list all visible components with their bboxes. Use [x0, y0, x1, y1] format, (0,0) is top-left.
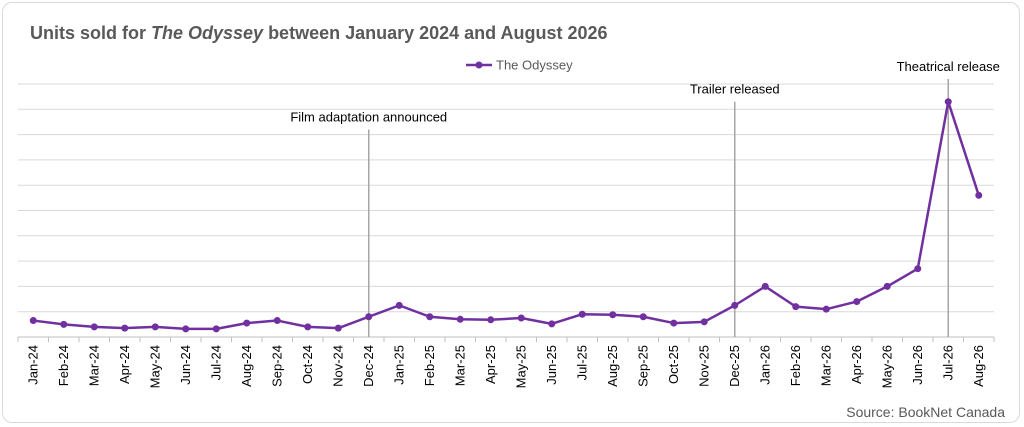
data-point [548, 320, 556, 328]
x-tick-label: Aug-24 [239, 345, 254, 387]
data-point [29, 317, 37, 325]
data-point [517, 314, 525, 322]
data-point [90, 323, 98, 331]
data-point [456, 315, 464, 323]
data-point [609, 311, 617, 319]
data-point [792, 303, 800, 311]
x-tick-label: Apr-25 [483, 345, 498, 384]
x-tick-label: Jan-24 [25, 345, 40, 385]
data-point [731, 301, 739, 309]
data-point [212, 325, 220, 333]
x-tick-label: Jun-24 [178, 345, 193, 385]
data-point [761, 282, 769, 290]
data-point [700, 318, 708, 326]
x-tick-label: Nov-24 [330, 345, 345, 387]
x-tick-label: Jan-26 [757, 345, 772, 385]
annotation-label: Trailer released [690, 82, 780, 97]
data-point [151, 323, 159, 331]
x-tick-label: Feb-25 [422, 345, 437, 386]
x-tick-label: May-25 [513, 345, 528, 388]
data-point [944, 98, 952, 106]
x-tick-label: Dec-24 [361, 345, 376, 387]
title-prefix: Units sold for [30, 23, 151, 43]
data-point [853, 298, 861, 306]
x-tick-label: Sep-24 [269, 345, 284, 387]
data-point [639, 313, 647, 321]
legend-marker [475, 61, 483, 69]
x-tick-label: Jun-25 [544, 345, 559, 385]
chart-title: Units sold for The Odyssey between Janua… [30, 23, 608, 44]
data-point [426, 313, 434, 321]
x-tick-label: Feb-26 [788, 345, 803, 386]
data-point [578, 310, 586, 318]
data-point [883, 282, 891, 290]
annotation-label: Film adaptation announced [290, 110, 447, 125]
x-tick-label: Oct-24 [300, 345, 315, 384]
x-tick-label: Jun-26 [910, 345, 925, 385]
data-point [182, 325, 190, 333]
x-tick-label: Jul-25 [574, 345, 589, 380]
data-point [487, 316, 495, 324]
data-point [670, 319, 678, 327]
x-tick-label: Mar-26 [818, 345, 833, 386]
data-point [60, 320, 68, 328]
x-tick-label: Jul-26 [940, 345, 955, 380]
data-point [121, 324, 129, 332]
data-point [304, 323, 312, 331]
data-point [975, 191, 983, 199]
data-point [822, 305, 830, 313]
data-point [914, 265, 922, 273]
title-suffix: between January 2024 and August 2026 [263, 23, 608, 43]
x-tick-label: Apr-24 [117, 345, 132, 384]
data-point [395, 301, 403, 309]
x-tick-label: May-26 [879, 345, 894, 388]
x-tick-label: Dec-25 [727, 345, 742, 387]
data-point [334, 324, 342, 332]
x-tick-label: Aug-26 [971, 345, 986, 387]
x-tick-label: Jul-24 [208, 345, 223, 380]
x-tick-label: Feb-24 [56, 345, 71, 386]
x-tick-label: Mar-24 [86, 345, 101, 386]
x-tick-label: Sep-25 [635, 345, 650, 387]
series-line [33, 100, 980, 331]
x-tick-label: Jan-25 [391, 345, 406, 385]
x-tick-label: Aug-25 [605, 345, 620, 387]
x-tick-label: Nov-25 [696, 345, 711, 387]
data-point [365, 313, 373, 321]
x-tick-label: Oct-25 [666, 345, 681, 384]
x-tick-label: Mar-25 [452, 345, 467, 386]
annotation-label: Theatrical release [897, 59, 1000, 74]
x-tick-label: May-24 [147, 345, 162, 388]
data-point [273, 317, 281, 325]
data-point [243, 319, 251, 327]
legend-label: The Odyssey [496, 58, 573, 73]
x-tick-label: Apr-26 [849, 345, 864, 384]
source-note: Source: BookNet Canada [846, 404, 1005, 420]
title-italic: The Odyssey [151, 23, 264, 43]
